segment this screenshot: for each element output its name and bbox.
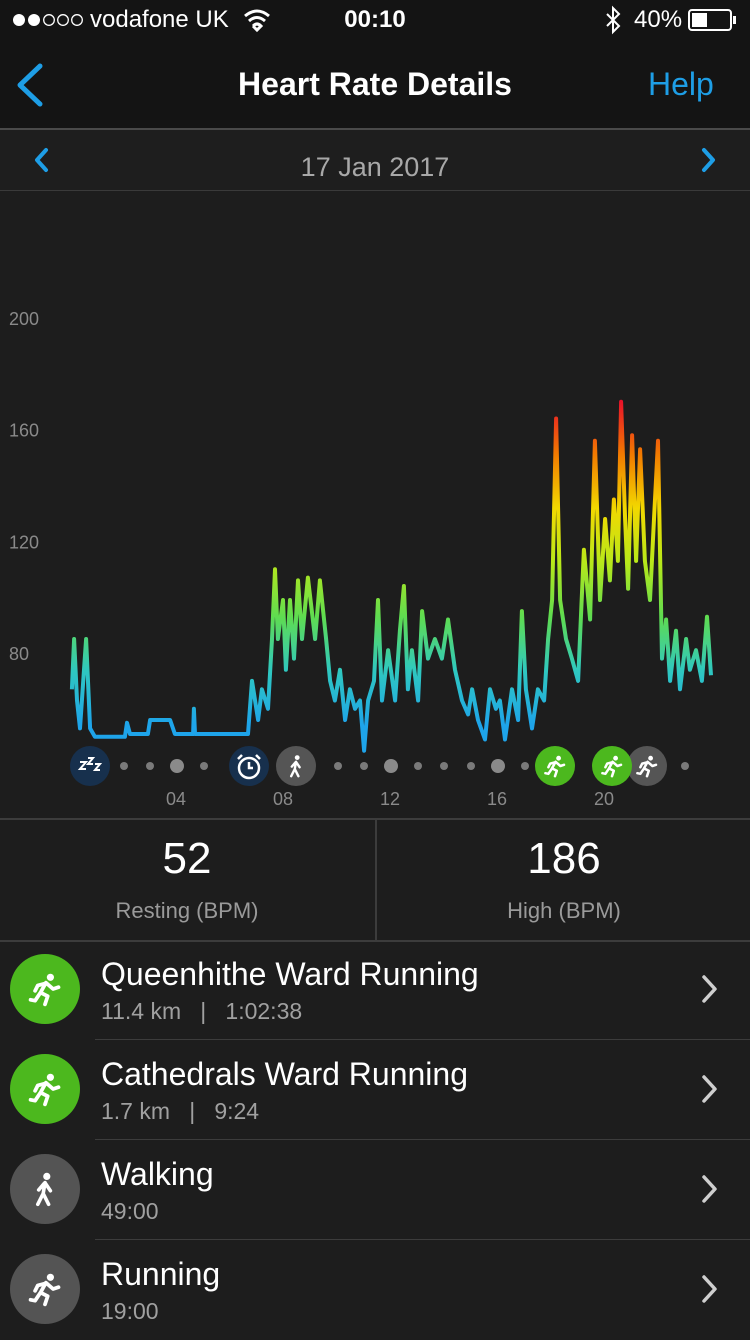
- next-day[interactable]: [680, 130, 740, 190]
- activity-title: Cathedrals Ward Running: [101, 1056, 468, 1092]
- activity-icon: [10, 1154, 80, 1224]
- y-tick-label: 120: [9, 532, 39, 552]
- status-bar: vodafone UK 00:10 40%: [0, 0, 750, 42]
- x-tick-label: 16: [487, 789, 507, 809]
- date-selector: 17 Jan 2017: [0, 130, 750, 191]
- stat-label: High (BPM): [507, 898, 621, 923]
- activity-row[interactable]: Running 19:00: [0, 1240, 750, 1340]
- activity-icon: [10, 1254, 80, 1324]
- activity-icon: [10, 1054, 80, 1124]
- high-stat: 186 High (BPM): [377, 820, 750, 940]
- carrier: vodafone UK: [90, 6, 229, 33]
- x-tick-label: 04: [166, 789, 186, 809]
- divider: [375, 820, 377, 940]
- activity-detail: 19:00: [101, 1298, 159, 1324]
- nav-title: Heart Rate Details: [238, 66, 512, 102]
- x-tick-label: 08: [273, 789, 293, 809]
- resting-stat: 52 Resting (BPM): [0, 820, 374, 940]
- nav-bar: Heart Rate Details Help: [0, 42, 750, 130]
- chevron: [702, 1275, 717, 1303]
- activity-list: Queenhithe Ward Running 11.4 km | 1:02:3…: [0, 940, 750, 1334]
- y-tick-label: 160: [9, 421, 39, 441]
- heart-rate-line: [69, 399, 713, 753]
- x-tick-label: 12: [380, 789, 400, 809]
- heart-rate-chart: 80 120 160 200 04 08 12 16 20: [9, 309, 713, 809]
- separator: [95, 1139, 750, 1140]
- activity-title: Running: [101, 1256, 221, 1292]
- back-button[interactable]: [0, 42, 60, 128]
- y-tick-label: 80: [9, 644, 29, 664]
- separator: [95, 1239, 750, 1240]
- previous-day[interactable]: [16, 130, 76, 190]
- chevron: [702, 1075, 717, 1103]
- separator: [95, 1039, 750, 1040]
- activity-detail: 1.7 km | 9:24: [101, 1098, 260, 1124]
- battery-level: 40%: [634, 6, 683, 33]
- activity-row[interactable]: Queenhithe Ward Running 11.4 km | 1:02:3…: [0, 940, 750, 1040]
- stat-value: 52: [162, 834, 212, 883]
- activity-title: Queenhithe Ward Running: [101, 956, 479, 992]
- y-tick-label: 200: [9, 309, 39, 329]
- date-label: 17 Jan 2017: [300, 152, 450, 182]
- stat-label: Resting (BPM): [115, 898, 259, 923]
- chevron: [702, 1175, 717, 1203]
- activity-icon: [10, 954, 80, 1024]
- help-button[interactable]: Help: [648, 66, 714, 102]
- activity-detail: 49:00: [101, 1198, 159, 1224]
- activity-row[interactable]: Cathedrals Ward Running 1.7 km | 9:24: [0, 1040, 750, 1140]
- x-tick-label: 20: [594, 789, 614, 809]
- status-icons: [13, 5, 736, 35]
- activity-detail: 11.4 km | 1:02:38: [101, 998, 303, 1024]
- chevron: [702, 975, 717, 1003]
- activity-markers: [70, 746, 689, 786]
- clock: 00:10: [344, 6, 406, 33]
- activity-title: Walking: [101, 1156, 214, 1192]
- stat-value: 186: [527, 834, 601, 883]
- stats-panel: 52 Resting (BPM) 186 High (BPM): [0, 818, 750, 942]
- activity-row[interactable]: Walking 49:00: [0, 1140, 750, 1240]
